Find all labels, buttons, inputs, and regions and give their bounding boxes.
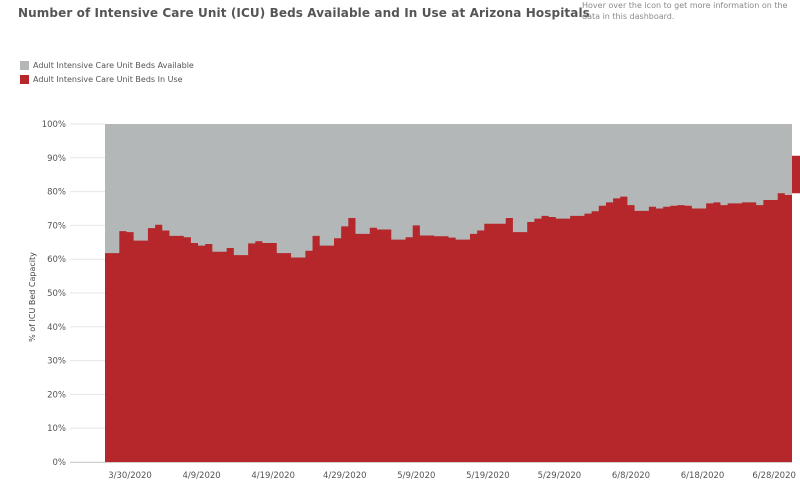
x-tick-label: 4/9/2020: [183, 471, 221, 481]
legend-label-in-use: Adult Intensive Care Unit Beds In Use: [33, 74, 183, 84]
legend-item-in-use[interactable]: Adult Intensive Care Unit Beds In Use: [20, 72, 194, 86]
y-tick-label: 30%: [47, 357, 66, 367]
x-tick-label: 4/29/2020: [323, 471, 367, 481]
x-tick-label: 5/9/2020: [397, 471, 435, 481]
grid-lines: [70, 123, 792, 463]
page-title: Number of Intensive Care Unit (ICU) Beds…: [18, 6, 590, 20]
y-axis: 100% 90% 80% 70% 60% 50% 40% 30% 20% 10% 0%: [42, 120, 66, 468]
x-tick-label: 4/19/2020: [251, 471, 295, 481]
x-tick-label: 5/19/2020: [466, 471, 510, 481]
legend[interactable]: Adult Intensive Care Unit Beds Available…: [20, 58, 194, 86]
y-tick-label: 20%: [47, 390, 66, 400]
x-tick-label: 3/30/2020: [108, 471, 152, 481]
y-tick-label: 60%: [47, 255, 66, 265]
y-tick-label: 40%: [47, 323, 66, 333]
legend-item-available[interactable]: Adult Intensive Care Unit Beds Available: [20, 58, 194, 72]
y-tick-label: 0%: [53, 458, 67, 468]
legend-swatch-available: [20, 60, 29, 70]
legend-swatch-in-use: [20, 74, 29, 84]
x-tick-label: 6/18/2020: [681, 471, 725, 481]
y-tick-label: 70%: [47, 221, 66, 231]
legend-label-available: Adult Intensive Care Unit Beds Available: [33, 60, 194, 70]
x-axis: 3/30/2020 4/9/2020 4/19/2020 4/29/2020 5/9/2…: [108, 471, 796, 481]
y-tick-label: 10%: [47, 424, 66, 434]
x-tick-label: 6/8/2020: [612, 471, 650, 481]
x-tick-label: 5/29/2020: [538, 471, 582, 481]
x-tick-label: 6/28/2020: [752, 471, 796, 481]
in-use-area[interactable]: [105, 155, 800, 462]
hover-note: Hover over the icon to get more informat…: [582, 1, 788, 21]
y-tick-label: 80%: [47, 188, 66, 198]
y-tick-label: 50%: [47, 289, 66, 299]
y-tick-label: 100%: [42, 120, 66, 130]
y-axis-label: % of ICU Bed Capacity: [28, 252, 37, 342]
y-tick-label: 90%: [47, 154, 66, 164]
